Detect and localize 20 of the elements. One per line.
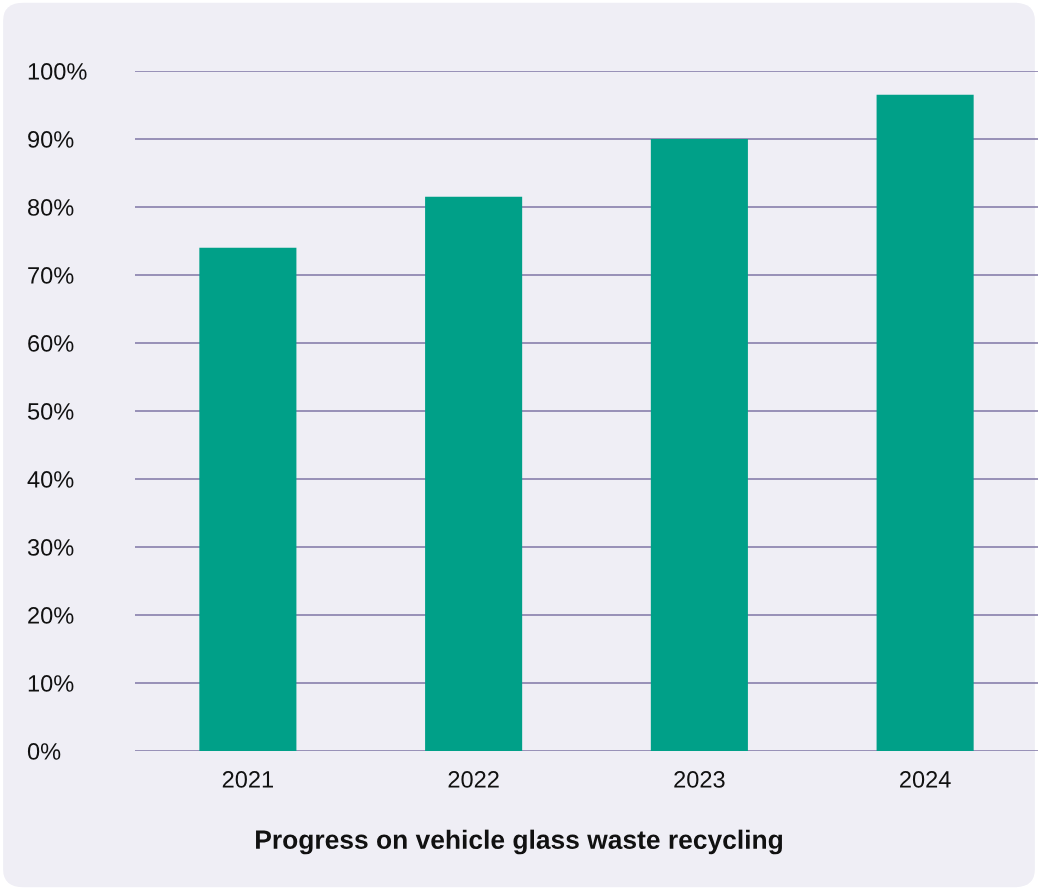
y-tick-label: 50% (27, 403, 74, 420)
bar (199, 247, 297, 751)
x-tick-label: 2023 (674, 771, 725, 788)
y-tick-label: 40% (27, 471, 74, 488)
bar (425, 196, 523, 751)
y-tick-label: 60% (28, 335, 74, 352)
bar (876, 94, 974, 751)
y-tick-label: 10% (28, 675, 74, 692)
x-tick-label: 2022 (448, 771, 499, 788)
x-tick-label: 2024 (900, 771, 951, 788)
y-tick-label: 0% (27, 743, 61, 760)
x-tick-label: 2021 (222, 771, 273, 788)
y-tick-label: 70% (28, 267, 74, 284)
bar (650, 139, 748, 751)
text: Progress on vehicle glass waste recycling (256, 829, 782, 855)
y-tick-label: 100% (28, 63, 87, 80)
y-tick-label: 20% (28, 607, 74, 624)
y-tick-label: 80% (28, 199, 74, 216)
y-tick-label: 30% (27, 539, 74, 556)
y-tick-label: 90% (28, 131, 74, 148)
